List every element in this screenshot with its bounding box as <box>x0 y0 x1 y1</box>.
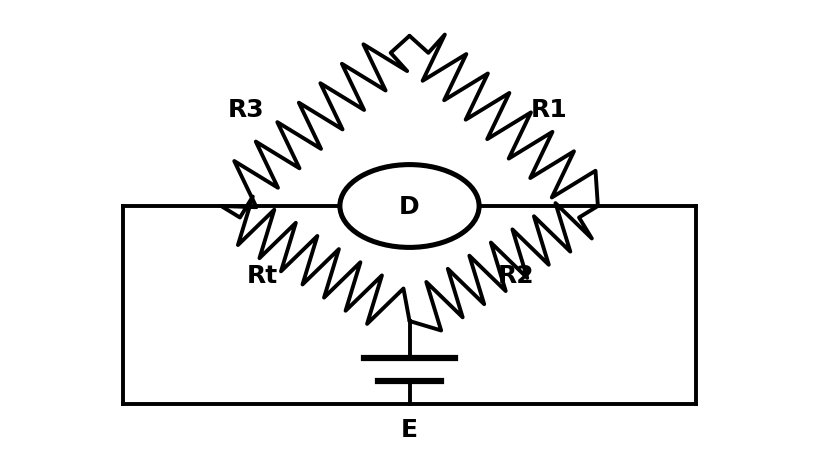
Ellipse shape <box>340 165 479 248</box>
Text: D: D <box>399 195 420 218</box>
Text: Rt: Rt <box>247 263 278 287</box>
Text: R1: R1 <box>531 98 567 122</box>
Text: R3: R3 <box>228 98 264 122</box>
Text: E: E <box>401 417 418 441</box>
Text: R2: R2 <box>498 263 534 287</box>
